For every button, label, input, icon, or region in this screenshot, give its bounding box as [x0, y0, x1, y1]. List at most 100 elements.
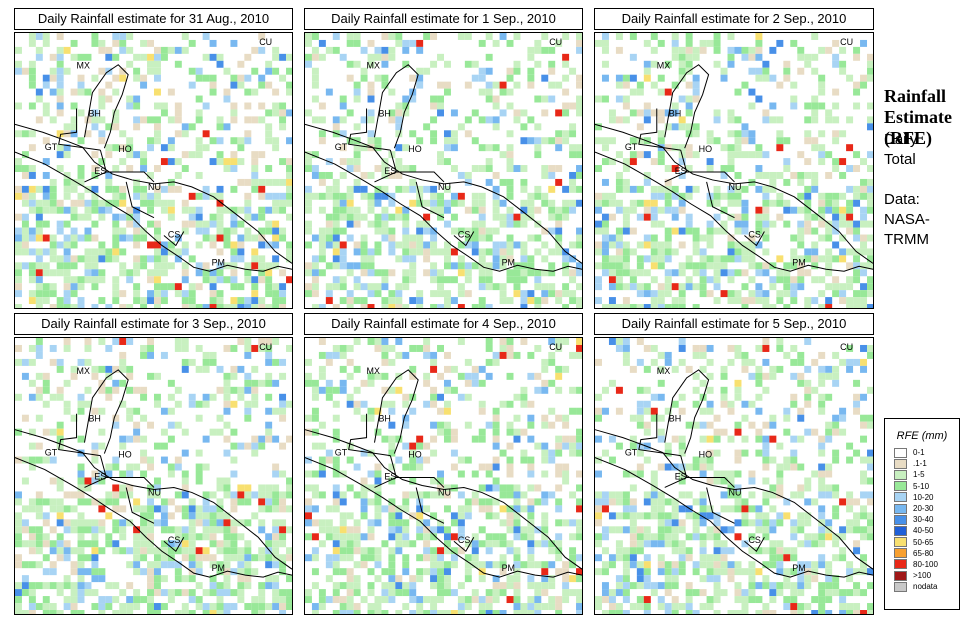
rain-cell — [272, 596, 280, 604]
rain-cell — [258, 276, 266, 284]
rain-cell — [811, 610, 819, 614]
rain-cell — [762, 610, 770, 614]
rain-cell — [699, 39, 707, 47]
rain-cell — [437, 554, 444, 562]
rain-cell — [555, 603, 563, 611]
rain-cell — [601, 248, 609, 256]
rain-cell — [562, 365, 570, 373]
rain-cell — [846, 283, 854, 291]
rain-cell — [367, 53, 375, 61]
rain-cell — [188, 512, 196, 520]
rain-cell — [77, 484, 85, 492]
rain-cell — [692, 95, 700, 103]
rain-cell — [555, 470, 563, 478]
rain-cell — [91, 540, 99, 548]
rain-cell — [332, 304, 340, 308]
rain-cell — [244, 227, 252, 235]
rain-cell — [713, 512, 721, 520]
rain-cell — [615, 262, 623, 270]
rain-cell — [541, 255, 549, 263]
rain-cell — [265, 533, 273, 541]
rain-cell — [685, 81, 693, 89]
rain-cell — [825, 269, 833, 277]
rain-cell — [77, 498, 85, 506]
rain-cell — [762, 561, 770, 569]
rain-cell — [209, 554, 217, 562]
rain-cell — [140, 449, 148, 457]
rain-cell — [374, 505, 382, 513]
rain-cell — [325, 575, 333, 583]
rain-cell — [430, 60, 438, 68]
rain-cell — [332, 526, 340, 534]
rain-cell — [860, 344, 868, 352]
rain-cell — [91, 116, 99, 124]
rain-cell — [678, 435, 686, 443]
rain-cell — [140, 297, 148, 305]
rain-cell — [797, 53, 805, 61]
rain-cell — [734, 344, 742, 352]
rain-cell — [305, 220, 312, 228]
rain-cell — [98, 575, 106, 583]
rain-cell — [244, 304, 252, 308]
rain-cell — [98, 407, 106, 415]
rain-cell — [650, 248, 658, 256]
rain-cell — [305, 158, 312, 166]
rain-cell — [15, 241, 22, 249]
rain-cell — [112, 582, 120, 590]
rain-cell — [91, 407, 99, 415]
rain-cell — [223, 95, 231, 103]
rain-cell — [832, 351, 840, 359]
rain-cell — [15, 290, 22, 298]
rain-cell — [98, 519, 106, 527]
rain-cell — [374, 338, 382, 345]
rain-cell — [346, 165, 354, 172]
rain-cell — [499, 589, 507, 597]
rain-cell — [734, 519, 742, 527]
rain-cell — [84, 248, 92, 256]
rain-cell — [70, 262, 78, 270]
rain-cell — [91, 603, 99, 611]
rain-cell — [367, 414, 375, 422]
rain-cell — [237, 304, 245, 308]
rain-cell — [223, 554, 231, 562]
rain-cell — [825, 533, 833, 541]
rain-cell — [195, 603, 203, 611]
rain-cell — [42, 400, 50, 408]
rain-cell — [305, 109, 312, 117]
rain-cell — [332, 178, 340, 186]
rain-cell — [860, 269, 868, 277]
rain-cell — [443, 505, 451, 513]
rain-cell — [21, 477, 29, 485]
rain-cell — [272, 283, 280, 291]
rain-cell — [35, 491, 43, 499]
rain-cell — [825, 234, 833, 242]
rain-cell — [741, 130, 749, 138]
rain-cell — [622, 589, 630, 597]
rain-cell — [650, 81, 658, 89]
rain-cell — [492, 351, 500, 359]
rain-cell — [49, 568, 57, 576]
rain-cell — [381, 505, 389, 513]
legend-label: 30-40 — [913, 515, 934, 525]
rain-cell — [409, 575, 417, 583]
rain-cell — [279, 498, 287, 506]
rain-cell — [21, 67, 29, 75]
rain-cell — [867, 491, 873, 499]
rain-cell — [692, 561, 700, 569]
rain-cell — [748, 547, 756, 555]
rain-cell — [133, 227, 141, 235]
rain-cell — [272, 304, 280, 308]
rain-cell — [457, 241, 465, 249]
rain-cell — [562, 102, 570, 110]
rain-cell — [443, 137, 451, 145]
rain-cell — [353, 123, 361, 131]
rain-cell — [360, 547, 368, 555]
rain-cell — [485, 512, 493, 520]
rain-cell — [339, 158, 347, 166]
rain-cell — [748, 130, 756, 138]
rain-cell — [478, 116, 486, 124]
rain-cell — [279, 596, 287, 604]
rain-cell — [311, 470, 319, 478]
rain-cell — [318, 269, 326, 277]
rain-cell — [478, 248, 486, 256]
